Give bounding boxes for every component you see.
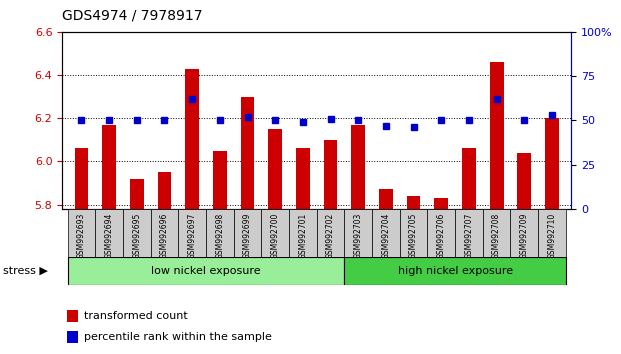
- Bar: [67, 331, 78, 343]
- Bar: [351, 125, 365, 209]
- Text: GSM992694: GSM992694: [105, 213, 114, 259]
- Text: transformed count: transformed count: [84, 311, 188, 321]
- Text: GSM992710: GSM992710: [548, 213, 556, 259]
- FancyBboxPatch shape: [68, 257, 345, 285]
- FancyBboxPatch shape: [455, 209, 483, 257]
- Bar: [240, 97, 255, 209]
- Bar: [407, 196, 420, 209]
- FancyBboxPatch shape: [178, 209, 206, 257]
- Text: stress ▶: stress ▶: [3, 266, 48, 276]
- Bar: [517, 153, 531, 209]
- Text: GSM992706: GSM992706: [437, 213, 446, 259]
- FancyBboxPatch shape: [289, 209, 317, 257]
- Bar: [268, 129, 282, 209]
- Text: GSM992695: GSM992695: [132, 213, 142, 259]
- Text: GSM992699: GSM992699: [243, 213, 252, 259]
- FancyBboxPatch shape: [510, 209, 538, 257]
- Text: GSM992703: GSM992703: [354, 213, 363, 259]
- Text: GSM992705: GSM992705: [409, 213, 418, 259]
- Text: percentile rank within the sample: percentile rank within the sample: [84, 332, 272, 342]
- Text: GSM992707: GSM992707: [465, 213, 473, 259]
- FancyBboxPatch shape: [317, 209, 345, 257]
- Bar: [545, 118, 559, 209]
- Text: GSM992704: GSM992704: [381, 213, 391, 259]
- FancyBboxPatch shape: [538, 209, 566, 257]
- FancyBboxPatch shape: [372, 209, 400, 257]
- FancyBboxPatch shape: [151, 209, 178, 257]
- FancyBboxPatch shape: [345, 257, 566, 285]
- Bar: [185, 69, 199, 209]
- Bar: [67, 310, 78, 322]
- FancyBboxPatch shape: [95, 209, 123, 257]
- Text: GSM992698: GSM992698: [215, 213, 224, 259]
- Bar: [324, 140, 337, 209]
- FancyBboxPatch shape: [427, 209, 455, 257]
- Text: GDS4974 / 7978917: GDS4974 / 7978917: [62, 9, 202, 23]
- Bar: [296, 148, 310, 209]
- FancyBboxPatch shape: [233, 209, 261, 257]
- FancyBboxPatch shape: [483, 209, 510, 257]
- Bar: [213, 150, 227, 209]
- Text: GSM992702: GSM992702: [326, 213, 335, 259]
- Text: high nickel exposure: high nickel exposure: [397, 266, 513, 276]
- Text: GSM992708: GSM992708: [492, 213, 501, 259]
- Bar: [102, 125, 116, 209]
- Bar: [75, 148, 88, 209]
- FancyBboxPatch shape: [68, 209, 95, 257]
- Bar: [158, 172, 171, 209]
- Bar: [130, 179, 143, 209]
- Bar: [490, 62, 504, 209]
- Text: low nickel exposure: low nickel exposure: [151, 266, 261, 276]
- Text: GSM992709: GSM992709: [520, 213, 528, 259]
- Bar: [462, 148, 476, 209]
- Text: GSM992700: GSM992700: [271, 213, 279, 259]
- FancyBboxPatch shape: [206, 209, 233, 257]
- Bar: [434, 198, 448, 209]
- Bar: [379, 189, 393, 209]
- Text: GSM992696: GSM992696: [160, 213, 169, 259]
- FancyBboxPatch shape: [123, 209, 151, 257]
- Text: GSM992697: GSM992697: [188, 213, 197, 259]
- FancyBboxPatch shape: [345, 209, 372, 257]
- FancyBboxPatch shape: [400, 209, 427, 257]
- FancyBboxPatch shape: [261, 209, 289, 257]
- Text: GSM992701: GSM992701: [298, 213, 307, 259]
- Text: GSM992693: GSM992693: [77, 213, 86, 259]
